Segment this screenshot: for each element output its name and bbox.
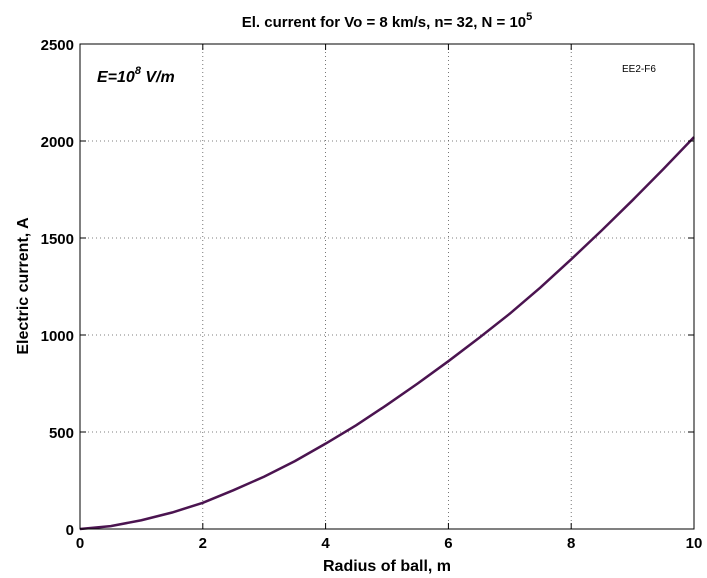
- plot-background: [80, 44, 694, 529]
- grid: [80, 44, 694, 529]
- y-tick-label: 2000: [41, 134, 74, 151]
- x-tick-label: 8: [567, 535, 575, 552]
- y-tick-label: 1500: [41, 231, 74, 248]
- x-tick-label: 4: [321, 535, 330, 552]
- y-tick-label: 0: [66, 522, 74, 539]
- figure-tag: EE2-F6: [622, 64, 656, 75]
- x-tick-label: 0: [76, 535, 84, 552]
- axes-box: [79, 43, 695, 530]
- chart-title: El. current for Vo = 8 km/s, n= 32, N = …: [242, 11, 533, 31]
- ticks: 0 2 4 6 8 10 0 500 1000 1500 2000 2500: [41, 37, 703, 552]
- x-tick-label: 2: [199, 535, 207, 552]
- series-group: [79, 136, 695, 531]
- x-tick-label: 6: [444, 535, 452, 552]
- y-tick-label: 500: [49, 425, 74, 442]
- chart-title-main: El. current for Vo = 8 km/s, n= 32, N = …: [242, 14, 526, 31]
- y-tick-label: 2500: [41, 37, 74, 54]
- field-annotation: E=108 V/m: [97, 65, 175, 86]
- field-annotation-unit: V/m: [141, 69, 175, 86]
- field-annotation-base: E=10: [97, 69, 135, 86]
- field-annotation-exponent: 8: [135, 65, 142, 77]
- y-axis-label: Electric current, A: [15, 217, 32, 355]
- series-line: [79, 136, 695, 531]
- y-tick-label: 1000: [41, 328, 74, 345]
- x-axis-label: Radius of ball, m: [323, 558, 451, 575]
- x-tick-label: 10: [686, 535, 703, 552]
- chart-title-superscript: 5: [526, 11, 532, 23]
